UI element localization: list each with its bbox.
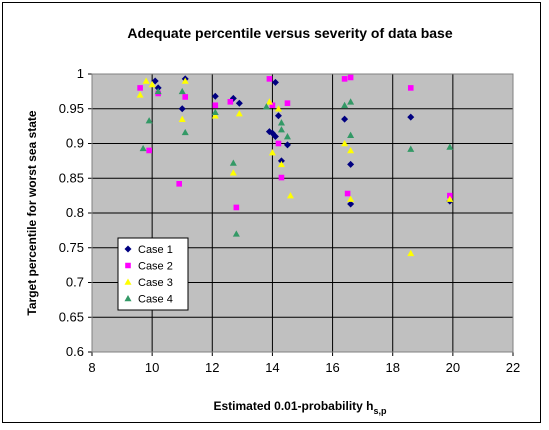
point bbox=[181, 77, 189, 84]
x-tick-label: 12 bbox=[205, 360, 219, 375]
point bbox=[341, 115, 349, 123]
point bbox=[211, 112, 219, 119]
point bbox=[446, 195, 454, 202]
point bbox=[275, 140, 282, 147]
legend-marker bbox=[124, 245, 132, 253]
x-axis-label: Estimated 0.01-probability hs,p bbox=[213, 399, 387, 416]
point bbox=[277, 119, 285, 126]
x-tick-label: 14 bbox=[265, 360, 279, 375]
point bbox=[347, 98, 355, 105]
point bbox=[211, 92, 219, 100]
x-tick-label: 18 bbox=[385, 360, 399, 375]
point bbox=[341, 101, 349, 109]
point bbox=[181, 128, 189, 136]
point bbox=[347, 195, 355, 202]
point bbox=[235, 110, 243, 117]
point bbox=[341, 140, 349, 147]
y-tick-label: 0.85 bbox=[59, 170, 84, 185]
plot-border bbox=[91, 73, 514, 353]
point bbox=[137, 85, 143, 91]
point bbox=[277, 126, 285, 133]
point bbox=[262, 103, 270, 110]
y-tick-label: 0.6 bbox=[66, 344, 84, 359]
x-axis-label-text: Estimated 0.01-probability h bbox=[213, 399, 373, 413]
point bbox=[407, 145, 415, 152]
point bbox=[407, 85, 414, 91]
point bbox=[407, 113, 415, 121]
point bbox=[139, 144, 147, 152]
legend-label: Case 4 bbox=[138, 294, 173, 306]
x-tick-label: 22 bbox=[506, 360, 520, 375]
point bbox=[283, 133, 291, 140]
point bbox=[142, 77, 150, 84]
point bbox=[344, 190, 351, 197]
point bbox=[446, 143, 454, 150]
point bbox=[347, 146, 355, 154]
point bbox=[229, 169, 237, 176]
point bbox=[212, 102, 219, 109]
point bbox=[148, 80, 156, 88]
chart-title: Adequate percentile versus severity of d… bbox=[127, 25, 452, 41]
y-tick-label: 0.7 bbox=[66, 275, 84, 290]
x-tick-label: 10 bbox=[145, 360, 159, 375]
point bbox=[274, 105, 282, 112]
point bbox=[277, 160, 285, 168]
point bbox=[284, 100, 291, 106]
point bbox=[229, 159, 237, 166]
legend-label: Case 1 bbox=[138, 244, 173, 256]
y-tick-label: 0.65 bbox=[59, 309, 84, 324]
legend-label: Case 3 bbox=[138, 277, 173, 289]
point bbox=[278, 174, 285, 181]
y-tick-label: 0.9 bbox=[66, 136, 84, 151]
point bbox=[347, 131, 355, 138]
point bbox=[347, 74, 354, 81]
point bbox=[271, 133, 279, 141]
point bbox=[407, 249, 415, 257]
point bbox=[178, 105, 186, 113]
y-tick-label: 1 bbox=[77, 66, 84, 81]
point bbox=[211, 108, 219, 116]
x-axis-label-subscript: s,p bbox=[374, 406, 388, 416]
point bbox=[146, 147, 152, 154]
point bbox=[283, 141, 291, 149]
legend-marker bbox=[125, 262, 131, 269]
y-tick-label: 0.75 bbox=[59, 240, 84, 255]
x-tick-label: 16 bbox=[325, 360, 339, 375]
y-tick-label: 0.95 bbox=[59, 101, 84, 116]
point bbox=[154, 87, 162, 95]
legend-marker bbox=[124, 295, 132, 302]
point bbox=[274, 112, 282, 120]
point bbox=[176, 181, 183, 187]
x-tick-label: 20 bbox=[446, 360, 460, 375]
point bbox=[233, 204, 240, 211]
point bbox=[347, 200, 355, 208]
y-tick-label: 0.8 bbox=[66, 205, 84, 220]
point bbox=[266, 76, 273, 82]
point bbox=[347, 160, 355, 168]
point bbox=[235, 99, 243, 107]
point bbox=[182, 94, 189, 100]
point bbox=[136, 91, 144, 98]
point bbox=[268, 149, 276, 156]
y-axis-label: Target percentile for worst sea state bbox=[25, 110, 39, 316]
point bbox=[341, 76, 348, 82]
point bbox=[227, 99, 234, 105]
legend-label: Case 2 bbox=[138, 261, 173, 273]
legend-marker bbox=[124, 278, 132, 285]
point bbox=[271, 78, 279, 86]
point bbox=[265, 98, 273, 105]
point bbox=[178, 115, 186, 122]
point bbox=[286, 192, 294, 199]
point bbox=[178, 87, 186, 95]
point bbox=[151, 77, 159, 85]
point bbox=[232, 230, 240, 237]
point bbox=[145, 117, 153, 124]
x-tick-label: 8 bbox=[88, 360, 95, 375]
